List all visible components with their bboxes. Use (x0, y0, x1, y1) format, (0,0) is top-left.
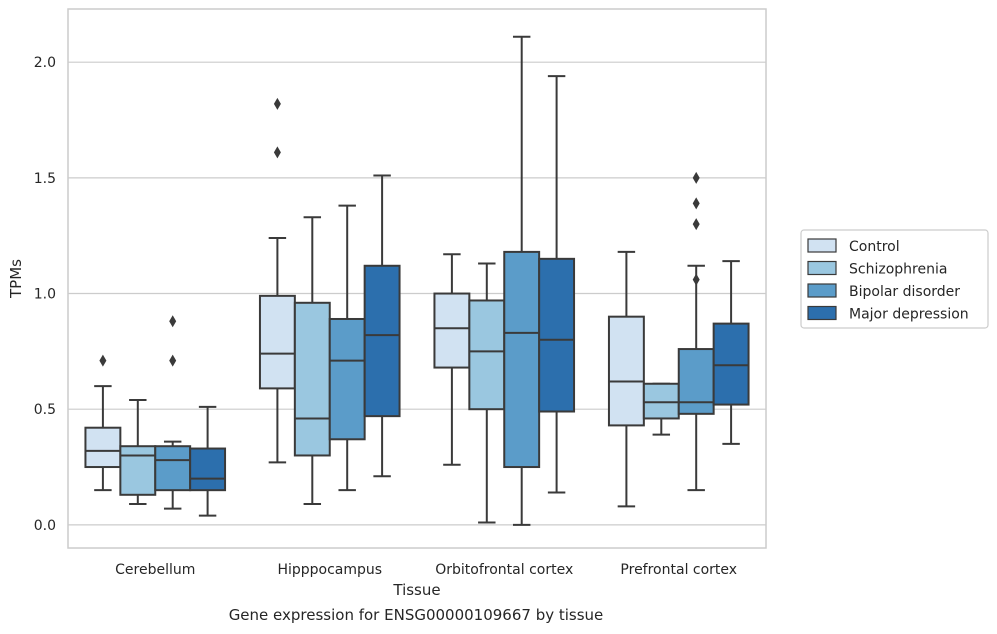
legend-label: Bipolar disorder (849, 284, 960, 300)
iqr-box (293, 301, 331, 457)
legend-label: Major depression (849, 307, 969, 323)
iqr-box (607, 315, 645, 427)
legend: Control Schizophrenia Bipolar disorder Majo… (800, 229, 989, 329)
outlier-point (169, 315, 177, 328)
legend-swatch (807, 260, 837, 276)
outlier-point (692, 218, 700, 231)
outlier-point (273, 97, 281, 110)
iqr-box (189, 447, 227, 492)
x-tick-label: Cerebellum (115, 562, 195, 578)
plot-frame (67, 8, 767, 549)
box-schizophrenia (468, 262, 506, 524)
iqr-box (503, 250, 541, 469)
outlier-point (169, 354, 177, 367)
box-bipolar-disorder (328, 204, 366, 492)
legend-swatch (807, 238, 837, 253)
iqr-box (677, 348, 715, 415)
iqr-box (258, 294, 296, 390)
box-control (258, 97, 296, 464)
y-tick-label: 0.0 (34, 518, 56, 534)
x-tick-label: Prefrontal cortex (620, 562, 737, 578)
box-bipolar-disorder (503, 35, 541, 526)
legend-swatch (807, 283, 837, 298)
iqr-box (642, 382, 680, 420)
box-schizophrenia (293, 216, 331, 506)
legend-label: Schizophrenia (849, 262, 947, 278)
outlier-point (692, 273, 700, 286)
box-bipolar-disorder (677, 171, 715, 492)
y-tick-label: 2.0 (34, 55, 56, 71)
box-major-depression (363, 174, 401, 478)
y-tick-label: 1.0 (34, 287, 56, 303)
box-series (84, 35, 750, 526)
legend-frame (800, 229, 989, 329)
box-bipolar-disorder (154, 315, 192, 510)
box-schizophrenia (642, 382, 680, 436)
y-tick-label: 0.5 (34, 402, 56, 418)
legend-label: Control (849, 239, 900, 255)
iqr-box (363, 264, 401, 418)
y-tick-labels: 0.0 0.5 1.0 1.5 2.0 (34, 55, 56, 534)
box-major-depression (189, 405, 227, 517)
iqr-box (84, 426, 122, 469)
outlier-point (692, 197, 700, 210)
box-control (433, 253, 471, 466)
iqr-box (119, 445, 157, 496)
iqr-box (154, 445, 192, 492)
chart-caption: Gene expression for ENSG00000109667 by t… (228, 606, 604, 624)
legend-swatch (807, 305, 837, 321)
iqr-box (538, 257, 576, 413)
iqr-box (433, 292, 471, 369)
box-control (84, 354, 122, 492)
outlier-point (99, 354, 107, 367)
iqr-box (468, 299, 506, 411)
y-axis-label: TPMs (7, 259, 25, 299)
box-major-depression (538, 75, 576, 494)
x-tick-label: Hipppocampus (277, 562, 382, 578)
box-major-depression (712, 260, 750, 445)
box-schizophrenia (119, 398, 157, 506)
x-axis-label: Tissue (392, 581, 440, 599)
x-tick-label: Orbitofrontal cortex (435, 562, 573, 578)
box-control (607, 250, 645, 508)
outlier-point (273, 146, 281, 159)
y-tick-label: 1.5 (34, 171, 56, 187)
iqr-box (328, 317, 366, 441)
x-tick-labels: Cerebellum Hipppocampus Orbitofrontal cort… (115, 562, 737, 578)
outlier-point (692, 171, 700, 184)
iqr-box (712, 322, 750, 406)
